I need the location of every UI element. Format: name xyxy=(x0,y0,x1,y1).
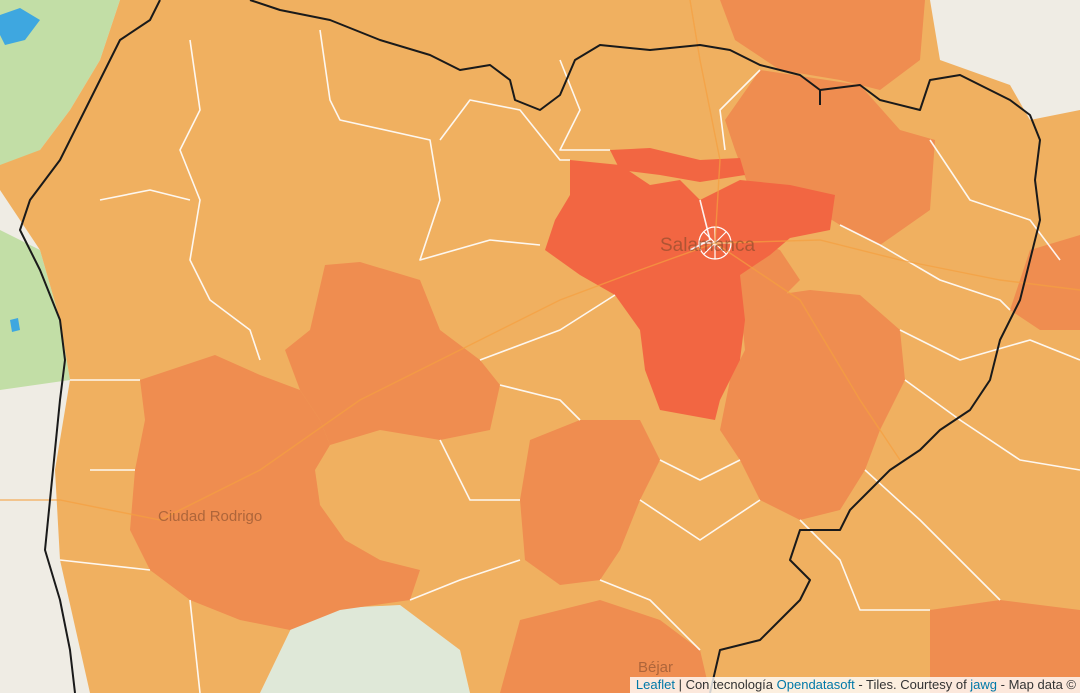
label-bejar: Béjar xyxy=(638,659,673,676)
municipality-salamanca-high[interactable] xyxy=(545,160,835,420)
municipality-northeast[interactable] xyxy=(725,70,935,245)
forest-area-northwest xyxy=(0,0,120,190)
reservoir-water xyxy=(0,8,40,45)
road-network xyxy=(0,0,1080,521)
attribution-separator: | xyxy=(674,677,686,692)
municipal-boundaries xyxy=(59,29,1080,693)
region-border xyxy=(19,0,1041,693)
municipality-central-west[interactable] xyxy=(285,262,500,445)
opendatasoft-link[interactable]: Opendatasoft xyxy=(776,677,855,692)
municipality-northeast-top[interactable] xyxy=(720,0,925,90)
municipality-ciudad-rodrigo[interactable] xyxy=(130,355,420,630)
municipality-east-central[interactable] xyxy=(720,290,905,520)
municipality-southeast[interactable] xyxy=(930,600,1080,693)
water-body xyxy=(10,318,20,332)
attribution-tech-prefix: Con tecnología xyxy=(685,677,777,692)
municipality-south-central[interactable] xyxy=(520,420,660,585)
attribution-mapdata-text: - Map data © xyxy=(997,677,1076,692)
municipality-bejar-area[interactable] xyxy=(500,600,710,693)
map-attribution: Leaflet | Con tecnología Opendatasoft - … xyxy=(629,677,1080,693)
forest-area-south xyxy=(260,605,470,693)
jawg-link[interactable]: jawg xyxy=(970,677,998,692)
label-ciudad-rodrigo: Ciudad Rodrigo xyxy=(158,508,262,525)
attribution-tiles-text: - Tiles. Courtesy of xyxy=(854,677,971,692)
forest-area-west xyxy=(0,230,70,390)
municipality-north-of-salamanca[interactable] xyxy=(610,148,745,182)
municipality-east-edge[interactable] xyxy=(1010,235,1080,330)
label-salamanca: Salamanca xyxy=(660,235,755,256)
leaflet-link[interactable]: Leaflet xyxy=(635,677,675,692)
